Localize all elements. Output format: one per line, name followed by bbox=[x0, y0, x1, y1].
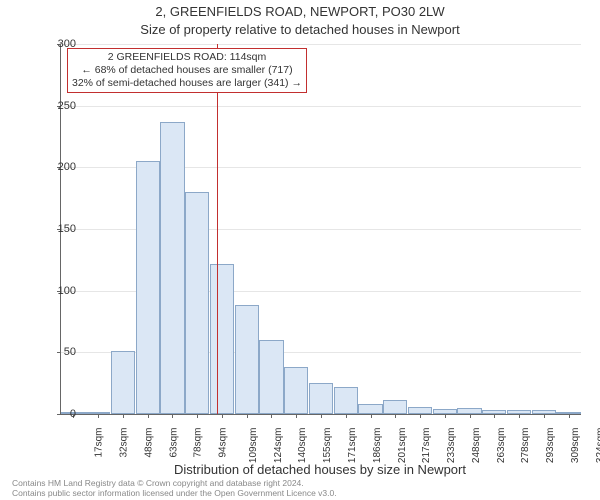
histogram-bar bbox=[383, 400, 407, 414]
x-tick-label: 171sqm bbox=[347, 428, 358, 464]
x-tick-label: 140sqm bbox=[298, 428, 309, 464]
chart-title-sub: Size of property relative to detached ho… bbox=[0, 22, 600, 37]
x-axis-label: Distribution of detached houses by size … bbox=[60, 462, 580, 477]
plot-area: 2 GREENFIELDS ROAD: 114sqm ← 68% of deta… bbox=[60, 44, 581, 415]
footer-attribution: Contains HM Land Registry data © Crown c… bbox=[12, 479, 337, 498]
annotation-line-2: ← 68% of detached houses are smaller (71… bbox=[72, 64, 302, 77]
x-tick-mark bbox=[172, 414, 173, 418]
y-tick-label: 200 bbox=[42, 161, 76, 173]
x-tick-mark bbox=[569, 414, 570, 418]
annotation-line-3: 32% of semi-detached houses are larger (… bbox=[72, 77, 302, 90]
x-tick-mark bbox=[321, 414, 322, 418]
histogram-bar bbox=[309, 383, 333, 414]
marker-line bbox=[217, 44, 218, 414]
x-tick-mark bbox=[197, 414, 198, 418]
x-tick-label: 78sqm bbox=[193, 428, 204, 458]
x-tick-label: 233sqm bbox=[446, 428, 457, 464]
annotation-box: 2 GREENFIELDS ROAD: 114sqm ← 68% of deta… bbox=[67, 48, 307, 93]
histogram-bar bbox=[334, 387, 358, 414]
x-tick-mark bbox=[148, 414, 149, 418]
x-tick-mark bbox=[395, 414, 396, 418]
histogram-bar bbox=[210, 264, 234, 414]
x-tick-label: 293sqm bbox=[545, 428, 556, 464]
x-tick-label: 217sqm bbox=[421, 428, 432, 464]
y-tick-label: 100 bbox=[42, 285, 76, 297]
histogram-bar bbox=[136, 161, 160, 414]
x-tick-mark bbox=[98, 414, 99, 418]
x-tick-mark bbox=[247, 414, 248, 418]
x-tick-mark bbox=[494, 414, 495, 418]
x-tick-mark bbox=[296, 414, 297, 418]
x-tick-label: 94sqm bbox=[218, 428, 229, 458]
x-tick-label: 124sqm bbox=[273, 428, 284, 464]
x-tick-mark bbox=[470, 414, 471, 418]
y-tick-label: 150 bbox=[42, 223, 76, 235]
x-tick-label: 63sqm bbox=[168, 428, 179, 458]
x-tick-mark bbox=[271, 414, 272, 418]
x-tick-mark bbox=[544, 414, 545, 418]
histogram-bar bbox=[185, 192, 209, 414]
x-tick-label: 48sqm bbox=[143, 428, 154, 458]
histogram-bar bbox=[259, 340, 283, 414]
x-tick-label: 186sqm bbox=[372, 428, 383, 464]
x-tick-mark bbox=[346, 414, 347, 418]
y-tick-label: 50 bbox=[42, 346, 76, 358]
annotation-line-1: 2 GREENFIELDS ROAD: 114sqm bbox=[72, 51, 302, 64]
x-tick-label: 309sqm bbox=[570, 428, 581, 464]
x-tick-mark bbox=[371, 414, 372, 418]
footer-line-2: Contains public sector information licen… bbox=[12, 489, 337, 498]
x-tick-mark bbox=[519, 414, 520, 418]
x-tick-label: 278sqm bbox=[520, 428, 531, 464]
x-tick-mark bbox=[445, 414, 446, 418]
histogram-bar bbox=[111, 351, 135, 414]
histogram-bar bbox=[160, 122, 184, 414]
y-tick-label: 250 bbox=[42, 100, 76, 112]
x-tick-label: 109sqm bbox=[248, 428, 259, 464]
y-tick-label: 0 bbox=[42, 408, 76, 420]
chart-container: 2, GREENFIELDS ROAD, NEWPORT, PO30 2LW S… bbox=[0, 0, 600, 500]
x-tick-label: 324sqm bbox=[595, 428, 600, 464]
histogram-bar bbox=[284, 367, 308, 414]
histogram-bar bbox=[358, 404, 382, 414]
y-tick-label: 300 bbox=[42, 38, 76, 50]
histogram-bar bbox=[235, 305, 259, 414]
x-tick-mark bbox=[123, 414, 124, 418]
x-tick-label: 201sqm bbox=[397, 428, 408, 464]
x-tick-mark bbox=[222, 414, 223, 418]
x-tick-label: 248sqm bbox=[471, 428, 482, 464]
gridline bbox=[61, 106, 581, 107]
x-tick-label: 155sqm bbox=[322, 428, 333, 464]
histogram-bar bbox=[408, 407, 432, 414]
x-tick-label: 263sqm bbox=[496, 428, 507, 464]
x-tick-mark bbox=[420, 414, 421, 418]
x-tick-label: 32sqm bbox=[119, 428, 130, 458]
chart-title-main: 2, GREENFIELDS ROAD, NEWPORT, PO30 2LW bbox=[0, 4, 600, 19]
gridline bbox=[61, 44, 581, 45]
x-tick-label: 17sqm bbox=[94, 428, 105, 458]
